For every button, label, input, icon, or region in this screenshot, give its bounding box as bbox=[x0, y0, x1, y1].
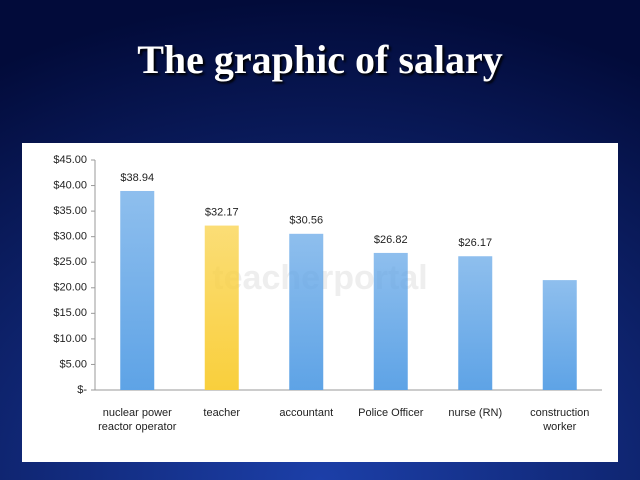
x-tick-label: Police Officer bbox=[358, 407, 424, 419]
bar bbox=[373, 252, 408, 390]
bar bbox=[542, 280, 577, 390]
value-label: $26.82 bbox=[374, 234, 408, 246]
y-tick-label: $10.00 bbox=[53, 333, 87, 345]
value-label: $38.94 bbox=[120, 172, 154, 184]
bar bbox=[458, 256, 493, 390]
bar bbox=[204, 225, 239, 390]
value-label: $32.17 bbox=[205, 206, 239, 218]
y-tick-label: $5.00 bbox=[59, 358, 87, 370]
x-tick-label: teacher bbox=[203, 407, 241, 419]
y-tick-label: $- bbox=[77, 384, 87, 396]
y-tick-label: $25.00 bbox=[53, 256, 87, 268]
x-tick-label: accountant bbox=[279, 407, 334, 419]
bar bbox=[120, 190, 155, 390]
x-tick-label: construction worker bbox=[530, 407, 590, 433]
bar bbox=[289, 233, 324, 390]
y-tick-label: $20.00 bbox=[53, 282, 87, 294]
y-tick-label: $40.00 bbox=[53, 179, 87, 191]
y-tick-label: $45.00 bbox=[53, 154, 87, 166]
x-tick-label: nurse (RN) bbox=[448, 407, 503, 419]
y-tick-label: $30.00 bbox=[53, 231, 87, 243]
value-label: $26.17 bbox=[458, 237, 492, 249]
slide-title: The graphic of salary bbox=[137, 37, 503, 82]
y-tick-label: $35.00 bbox=[53, 205, 87, 217]
x-tick-label: nuclear power reactor operator bbox=[98, 407, 177, 433]
value-label: $30.56 bbox=[289, 215, 323, 227]
y-tick-label: $15.00 bbox=[53, 307, 87, 319]
